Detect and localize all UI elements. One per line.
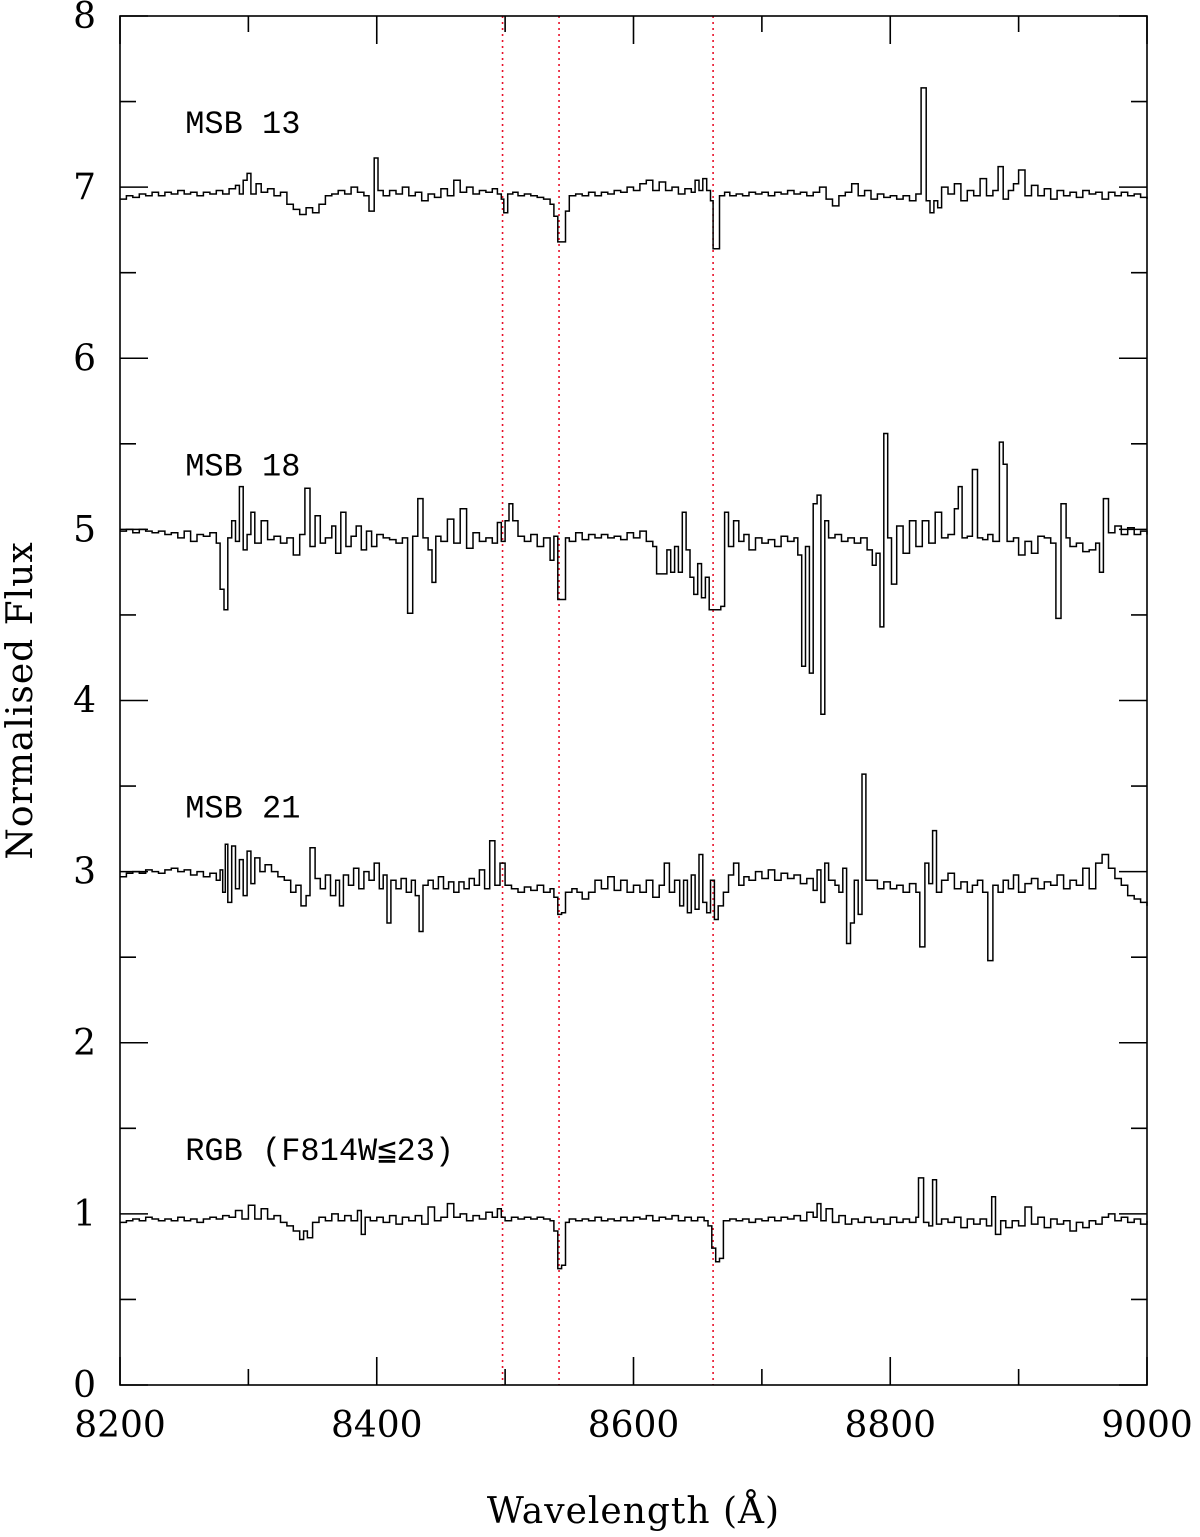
series-label: MSB 13 [185, 106, 300, 143]
series-label: MSB 21 [185, 791, 300, 828]
x-tick-label: 8400 [331, 1405, 423, 1446]
y-tick-label: 2 [73, 1023, 96, 1064]
y-tick-label: 1 [73, 1194, 96, 1235]
y-tick-label: 0 [73, 1365, 96, 1406]
x-tick-label: 8200 [74, 1405, 166, 1446]
y-tick-label: 7 [73, 167, 96, 208]
x-tick-label: 8600 [588, 1405, 680, 1446]
plot-frame [119, 15, 1148, 1386]
x-tick-label: 8800 [844, 1405, 936, 1446]
y-tick-label: 4 [73, 681, 96, 722]
series-label: RGB (F814W≦23) [185, 1133, 454, 1170]
axis-ticks [119, 15, 1148, 1386]
series-line [120, 773, 1148, 962]
series-line [120, 87, 1148, 250]
y-axis-title: Normalised Flux [0, 541, 41, 859]
series-label: MSB 18 [185, 448, 300, 485]
y-tick-label: 5 [73, 509, 96, 550]
axis-tick-labels: 8200 8400 8600 8800 9000 0 1 2 3 4 5 6 7 8 [73, 0, 1193, 1446]
x-tick-label: 9000 [1101, 1405, 1193, 1446]
y-tick-label: 3 [73, 852, 96, 893]
series-line [120, 432, 1148, 715]
y-tick-label: 6 [73, 338, 96, 379]
series-line [120, 1177, 1148, 1270]
y-tick-label: 8 [73, 0, 96, 37]
x-axis-title: Wavelength (Å) [487, 1490, 780, 1532]
series-labels: MSB 13 MSB 18 MSB 21 RGB (F814W≦23) [185, 106, 454, 1170]
spectra-series [120, 87, 1148, 1270]
